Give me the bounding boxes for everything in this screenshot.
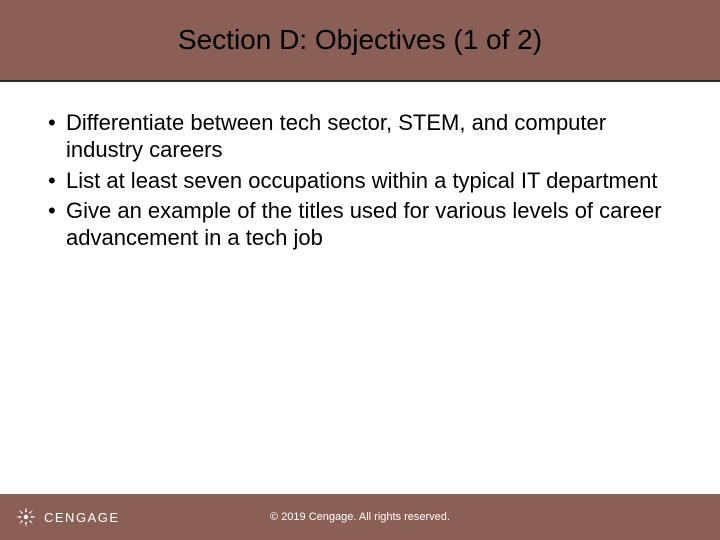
list-item: List at least seven occupations within a… bbox=[48, 168, 680, 195]
brand-name: CENGAGE bbox=[44, 510, 120, 525]
cengage-starburst-icon bbox=[14, 505, 38, 529]
slide: Section D: Objectives (1 of 2) Different… bbox=[0, 0, 720, 540]
brand-logo: CENGAGE bbox=[14, 505, 120, 529]
slide-title: Section D: Objectives (1 of 2) bbox=[178, 24, 542, 56]
objectives-list: Differentiate between tech sector, STEM,… bbox=[48, 110, 680, 252]
content-area: Differentiate between tech sector, STEM,… bbox=[0, 82, 720, 494]
footer-bar: CENGAGE © 2019 Cengage. All rights reser… bbox=[0, 494, 720, 540]
list-item: Give an example of the titles used for v… bbox=[48, 198, 680, 252]
list-item: Differentiate between tech sector, STEM,… bbox=[48, 110, 680, 164]
title-band: Section D: Objectives (1 of 2) bbox=[0, 0, 720, 80]
